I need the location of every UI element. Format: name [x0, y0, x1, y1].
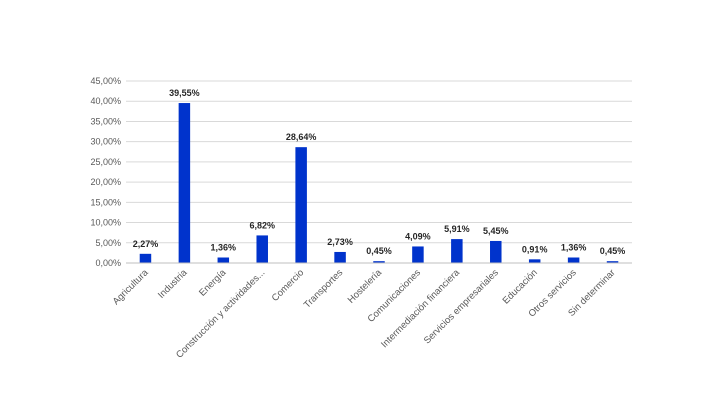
data-label: 6,82% — [249, 220, 275, 230]
data-label: 0,45% — [366, 246, 392, 256]
bar — [528, 259, 541, 263]
y-tick-label: 20,00% — [90, 177, 121, 187]
bar — [139, 253, 152, 263]
data-label: 39,55% — [169, 88, 200, 98]
bar — [490, 240, 502, 263]
data-label: 2,27% — [133, 239, 159, 249]
bar — [334, 251, 346, 263]
gridlines — [126, 80, 632, 244]
y-tick-label: 25,00% — [90, 157, 121, 167]
y-tick-label: 15,00% — [90, 197, 121, 207]
x-tick-label: Agricultura — [111, 267, 151, 307]
data-label: 5,91% — [444, 224, 470, 234]
y-axis-tick-labels: 0,00% 5,00% 10,00% 15,00% 20,00% 25,00% 30,00%… — [90, 76, 121, 268]
x-tick-label: Servicios empresariales — [422, 267, 501, 346]
bars — [139, 103, 619, 263]
x-tick-label: Educación — [501, 267, 540, 306]
y-tick-label: 40,00% — [90, 96, 121, 106]
bar — [567, 257, 580, 263]
data-label: 1,36% — [561, 242, 587, 252]
y-tick-label: 0,00% — [95, 258, 121, 268]
y-tick-label: 30,00% — [90, 137, 121, 147]
y-tick-label: 45,00% — [90, 76, 121, 86]
data-label: 2,73% — [327, 237, 353, 247]
bar — [606, 261, 619, 263]
bar — [217, 257, 230, 263]
x-tick-label: Energía — [197, 267, 229, 299]
bar — [412, 246, 424, 263]
data-label: 4,09% — [405, 231, 431, 241]
data-label: 0,91% — [522, 244, 548, 254]
data-label: 5,45% — [483, 226, 509, 236]
y-tick-label: 10,00% — [90, 218, 121, 228]
bar — [178, 103, 191, 263]
x-tick-label: Intermediación financiera — [379, 267, 462, 350]
x-tick-label: Hostelería — [346, 267, 385, 306]
x-axis-tick-labels: Agricultura Industria EnergíaConstrucción … — [111, 267, 618, 361]
bar — [451, 239, 463, 263]
x-tick-label: Industria — [156, 267, 190, 301]
y-tick-label: 5,00% — [95, 238, 121, 248]
x-tick-label: Comercio — [270, 267, 307, 304]
data-label: 28,64% — [286, 132, 317, 142]
y-tick-label: 35,00% — [90, 116, 121, 126]
data-labels: 2,27% 39,55% 1,36% 6,82% 28,64% 2,73% 0,45% 4,0… — [133, 88, 626, 256]
data-label: 0,45% — [600, 246, 626, 256]
bar — [295, 147, 307, 263]
data-label: 1,36% — [211, 242, 237, 252]
bar — [256, 235, 268, 263]
bar — [373, 261, 385, 263]
x-tick-label: Transportes — [302, 267, 346, 311]
